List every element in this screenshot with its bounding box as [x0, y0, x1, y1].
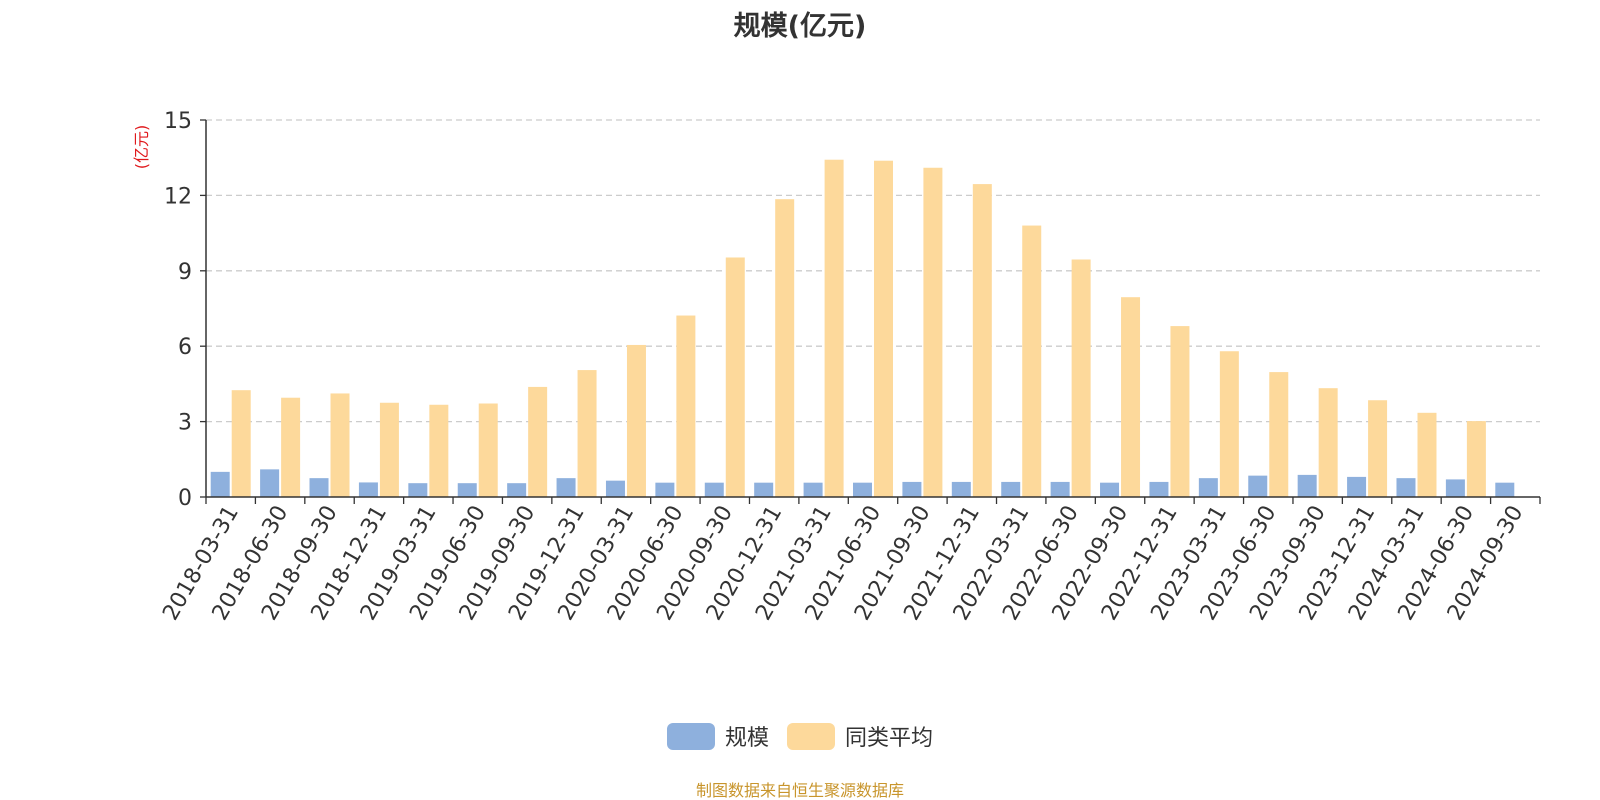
grid-lines — [206, 119, 1540, 423]
bar-scale[interactable] — [853, 482, 872, 497]
x-tick-labels: 2018-03-312018-06-302018-09-302018-12-31… — [158, 501, 1528, 624]
bar-peer-average[interactable] — [824, 159, 844, 497]
chart-title: 规模(亿元) — [733, 11, 867, 42]
legend-item-scale[interactable]: 规模 — [666, 720, 769, 752]
bar-peer-average[interactable] — [1368, 400, 1388, 497]
bar-peer-average[interactable] — [923, 167, 943, 497]
legend-swatch-scale — [666, 722, 715, 750]
bar-scale[interactable] — [1347, 476, 1367, 497]
legend-swatch-peer-average — [787, 722, 835, 750]
bar-peer-average[interactable] — [231, 390, 251, 497]
bars — [210, 159, 1515, 498]
bar-scale[interactable] — [210, 471, 230, 497]
bar-scale[interactable] — [1248, 475, 1268, 497]
bar-peer-average[interactable] — [626, 344, 646, 497]
bar-scale[interactable] — [704, 482, 724, 497]
bar-peer-average[interactable] — [1318, 388, 1338, 497]
y-axis-label: (亿元) — [132, 125, 151, 170]
bar-scale[interactable] — [951, 481, 971, 497]
bar-scale[interactable] — [309, 478, 329, 497]
bar-peer-average[interactable] — [1417, 412, 1437, 497]
bar-scale[interactable] — [1100, 482, 1120, 497]
legend-label-peer-average: 同类平均 — [845, 726, 934, 751]
bar-peer-average[interactable] — [528, 386, 548, 497]
bar-peer-average[interactable] — [775, 199, 795, 498]
bar-peer-average[interactable] — [1219, 351, 1239, 497]
y-tick-label: 3 — [178, 411, 192, 436]
bar-scale[interactable] — [556, 478, 576, 497]
bar-scale[interactable] — [1149, 481, 1169, 497]
bar-scale[interactable] — [408, 483, 428, 497]
bar-peer-average[interactable] — [1466, 421, 1486, 497]
bar-peer-average[interactable] — [478, 403, 498, 497]
y-tick-label: 12 — [164, 184, 192, 209]
bar-peer-average[interactable] — [1170, 326, 1190, 497]
bar-scale[interactable] — [507, 483, 527, 497]
y-tick-label: 9 — [178, 260, 192, 285]
bar-peer-average[interactable] — [281, 397, 301, 497]
bar-scale[interactable] — [605, 480, 625, 497]
bar-peer-average[interactable] — [429, 404, 449, 497]
axes — [205, 120, 1541, 504]
bar-peer-average[interactable] — [676, 315, 696, 497]
bar-scale[interactable] — [803, 482, 823, 497]
y-tick-label: 6 — [178, 335, 192, 360]
bar-peer-average[interactable] — [577, 370, 597, 497]
bar-peer-average[interactable] — [1022, 225, 1042, 497]
source-note: 制图数据来自恒生聚源数据库 — [695, 781, 904, 800]
legend: 规模 同类平均 — [0, 720, 1600, 752]
bar-scale[interactable] — [1396, 478, 1416, 497]
bar-peer-average[interactable] — [725, 257, 745, 497]
bar-peer-average[interactable] — [1269, 372, 1289, 497]
bar-scale[interactable] — [1297, 474, 1317, 497]
bar-scale[interactable] — [260, 469, 280, 497]
y-tick-label: 15 — [164, 109, 192, 134]
y-tick-label: 0 — [178, 486, 192, 511]
bar-peer-average[interactable] — [1121, 297, 1141, 497]
bar-scale[interactable] — [358, 482, 378, 497]
legend-label-scale: 规模 — [724, 726, 769, 751]
bar-peer-average[interactable] — [1071, 259, 1091, 497]
bar-scale[interactable] — [1495, 482, 1515, 497]
y-tick-labels: 0 3 6 9 12 15 — [164, 109, 206, 511]
bar-scale[interactable] — [754, 482, 774, 497]
bar-peer-average[interactable] — [379, 402, 399, 497]
bar-peer-average[interactable] — [330, 393, 350, 497]
legend-item-peer-average[interactable]: 同类平均 — [787, 720, 933, 752]
bar-scale[interactable] — [1445, 479, 1465, 497]
bar-scale[interactable] — [655, 482, 675, 497]
chart-plot-area: 0 3 6 9 12 15 2018-03-312018-06-302018-09-302… — [132, 109, 1541, 625]
bar-scale[interactable] — [1050, 481, 1070, 497]
bar-scale[interactable] — [902, 481, 922, 497]
bar-peer-average[interactable] — [874, 160, 893, 497]
bar-scale[interactable] — [1198, 478, 1218, 497]
bar-scale[interactable] — [1001, 481, 1021, 497]
bar-scale[interactable] — [457, 483, 477, 497]
bar-peer-average[interactable] — [972, 184, 992, 497]
